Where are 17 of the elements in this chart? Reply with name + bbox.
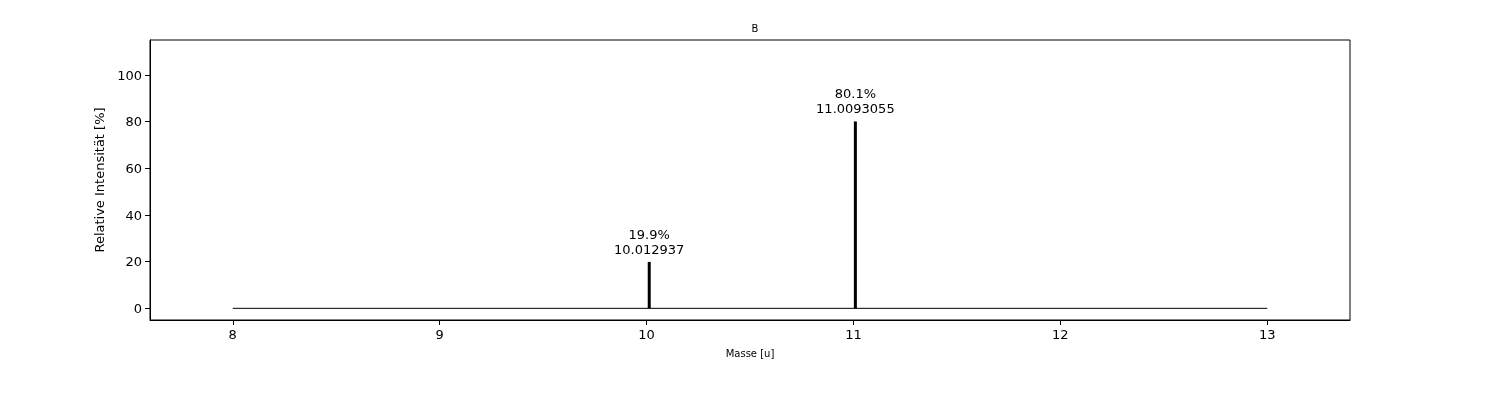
y-tick-label: 60: [125, 160, 142, 176]
x-tick-label: 8: [228, 327, 237, 342]
data-label: 19.9% 10.012937: [614, 226, 685, 257]
x-tick-label: 11: [845, 327, 862, 342]
x-tick-label: 9: [435, 327, 444, 342]
chart-title: B: [751, 22, 759, 34]
y-tick-label: 20: [125, 254, 142, 270]
x-tick-label: 10: [638, 327, 655, 342]
x-tick-label: 12: [1052, 327, 1069, 342]
y-tick-label: 40: [125, 207, 142, 223]
data-label: 80.1% 11.0093055: [816, 86, 895, 117]
y-tick-label: 0: [133, 300, 142, 316]
y-tick-label: 80: [125, 114, 142, 130]
x-axis-title: Masse [u]: [725, 347, 775, 359]
x-tick-label: 13: [1258, 327, 1276, 342]
y-axis-title: Relative Intensität [%]: [92, 107, 108, 253]
y-tick-label: 100: [117, 67, 142, 83]
